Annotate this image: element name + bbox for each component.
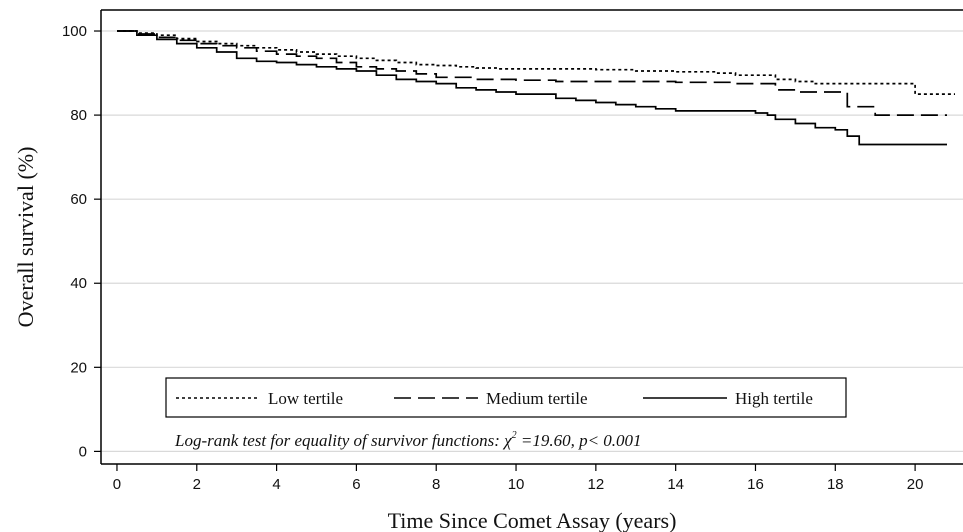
series-line-medium-tertile [117,30,947,116]
y-tick-label: 80 [70,107,87,124]
x-tick-label: 8 [432,476,440,493]
legend-box [165,377,847,418]
legend-label-low: Low tertile [268,389,343,408]
annotation-superscript: 2 [512,430,517,441]
x-tick-label: 18 [827,476,844,493]
legend: Low tertile Medium tertile High tertile [165,377,847,418]
x-tick-label: 10 [508,476,525,493]
annotation-prefix: Log-rank test for equality of survivor f… [174,431,504,450]
x-tick-label: 4 [272,476,280,493]
grid-lines [101,30,963,452]
y-tick-label: 60 [70,191,87,208]
x-tick-label: 20 [907,476,924,493]
y-tick-label: 0 [79,443,87,460]
x-tick-label: 16 [747,476,764,493]
y-axis-ticks: 0 20 40 60 80 100 [62,23,101,460]
y-tick-label: 20 [70,359,87,376]
x-tick-label: 2 [193,476,201,493]
y-tick-label: 40 [70,275,87,292]
annotation-suffix: =19.60, p< 0.001 [517,431,642,450]
x-axis-ticks: 0 2 4 6 8 10 12 14 16 18 20 [113,464,924,493]
log-rank-annotation: Log-rank test for equality of survivor f… [174,430,642,450]
x-tick-label: 0 [113,476,121,493]
x-tick-label: 14 [667,476,684,493]
series-line-high-tertile [117,30,947,146]
legend-label-medium: Medium tertile [486,389,588,408]
survival-curves [117,30,955,146]
x-tick-label: 6 [352,476,360,493]
legend-label-high: High tertile [735,389,813,408]
x-axis-title: Time Since Comet Assay (years) [388,508,677,532]
y-tick-label: 100 [62,23,87,40]
x-tick-label: 12 [588,476,605,493]
y-axis-title: Overall survival (%) [13,147,38,328]
annotation-chi: χ [502,431,512,450]
